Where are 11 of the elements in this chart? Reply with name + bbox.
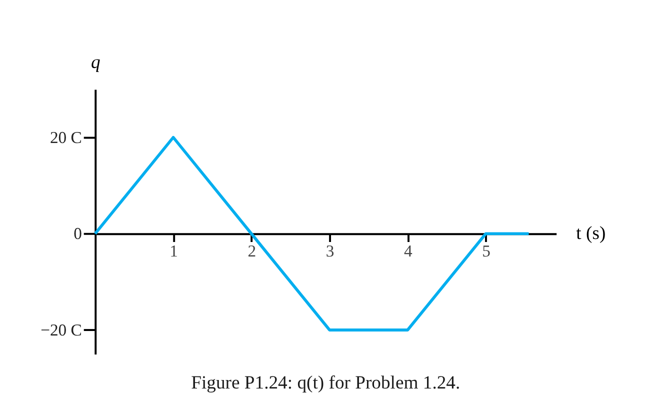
x-tick-label: 1 xyxy=(170,242,178,261)
y-tick-label: −20 C xyxy=(40,320,82,340)
text: Figure P1.24: q(t) for Problem 1.24. xyxy=(191,372,460,394)
x-axis-title: t (s) xyxy=(576,223,606,244)
x-tick-label: 3 xyxy=(326,242,334,261)
y-axis-title: q xyxy=(90,52,100,74)
x-tick-label: 4 xyxy=(404,242,413,261)
x-tick-label: 5 xyxy=(482,242,490,261)
y-tick-label: 0 xyxy=(74,224,82,244)
x-tick-label: 2 xyxy=(248,242,256,261)
y-tick-label: 20 C xyxy=(50,128,82,147)
